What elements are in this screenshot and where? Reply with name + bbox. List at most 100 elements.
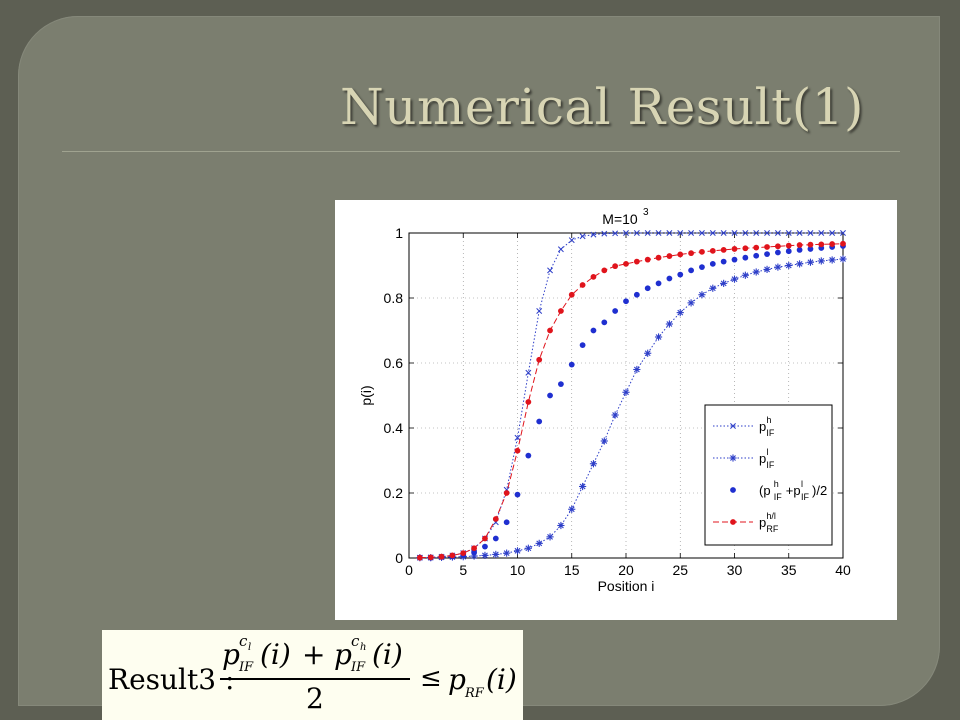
marker-dot	[796, 247, 803, 253]
marker-dot	[558, 308, 564, 314]
marker-stroke	[568, 237, 575, 244]
data-point-s2	[633, 291, 640, 298]
data-point-s3	[818, 241, 825, 248]
data-point-s0	[698, 230, 705, 236]
data-point-s0	[666, 230, 673, 236]
data-point-s1	[513, 547, 522, 555]
data-point-s2	[720, 258, 727, 265]
formula-num-sup1: c	[239, 632, 248, 650]
legend-label-sub: IF	[766, 428, 775, 438]
marker-stroke	[688, 230, 695, 236]
legend-label: p	[759, 419, 766, 434]
x-tick-label: 0	[405, 562, 413, 578]
data-point-s2	[568, 361, 575, 368]
data-point-s0	[731, 230, 738, 236]
marker-stroke	[579, 233, 586, 240]
formula-label: Result3 :	[108, 663, 235, 696]
x-tick-label: 20	[618, 562, 634, 578]
data-point-s0	[557, 246, 564, 253]
marker-dot	[612, 263, 619, 270]
legend-entry: p h/l RF	[713, 511, 779, 534]
formula-denominator: 2	[306, 682, 324, 715]
data-point-s0	[655, 230, 662, 236]
formula-rhs-p: p	[448, 663, 466, 696]
marker-stroke	[764, 266, 770, 273]
data-point-s2	[503, 519, 510, 526]
marker-stroke	[709, 285, 716, 292]
marker-stroke	[698, 230, 705, 236]
marker-dot	[688, 250, 694, 257]
data-point-s0	[623, 230, 629, 236]
marker-stroke	[677, 309, 684, 316]
legend-marker	[730, 519, 736, 525]
marker-stroke	[644, 230, 651, 236]
marker-stroke	[730, 455, 736, 461]
marker-stroke	[547, 267, 554, 274]
legend-entry: p h IF	[713, 415, 775, 438]
data-point-s0	[753, 230, 760, 236]
formula-num-sub1: IF	[239, 660, 254, 675]
formula-box: Result3 : p c l IF (i) + p c h IF (i) 2 …	[102, 630, 523, 720]
data-point-s1	[763, 265, 771, 273]
data-point-s3	[633, 258, 640, 265]
legend-label-sub: RF	[766, 524, 778, 534]
marker-dot	[731, 246, 738, 252]
marker-stroke	[840, 256, 846, 262]
marker-dot	[503, 490, 510, 496]
marker-stroke	[699, 291, 705, 298]
marker-dot	[807, 246, 814, 252]
marker-dot	[677, 271, 684, 278]
marker-stroke	[666, 230, 673, 236]
formula-num-arg1: (i)	[260, 638, 291, 671]
chart-svg: 0 5 10 15 20 25 30 35 40 0 0.2 0.4 0.6 0.8 1 Position i…	[358, 207, 851, 594]
marker-dot	[427, 554, 434, 561]
marker-dot	[731, 256, 738, 263]
marker-stroke	[829, 230, 836, 236]
data-point-s1	[676, 309, 684, 317]
marker-stroke	[601, 438, 608, 444]
marker-dot	[785, 242, 792, 249]
data-point-s0	[764, 230, 771, 236]
data-point-s2	[807, 246, 814, 252]
data-point-s1	[568, 505, 576, 513]
data-point-s0	[829, 230, 836, 236]
marker-dot	[514, 491, 521, 498]
legend-label-sup2: l	[801, 479, 803, 489]
data-point-s0	[785, 230, 792, 236]
marker-dot	[525, 399, 532, 405]
marker-stroke	[807, 259, 814, 266]
data-point-s0	[579, 233, 586, 240]
data-point-s3	[449, 552, 456, 559]
data-point-s2	[482, 543, 488, 550]
data-point-s1	[665, 320, 673, 328]
data-point-s0	[568, 237, 575, 244]
data-point-s0	[688, 230, 695, 236]
data-point-s1	[481, 551, 489, 559]
marker-stroke	[644, 350, 651, 357]
x-tick-label: 30	[727, 562, 743, 578]
data-point-s3	[829, 241, 836, 247]
series-line-1	[419, 258, 844, 559]
data-point-s3	[699, 248, 705, 255]
marker-stroke	[579, 483, 586, 490]
data-point-s2	[796, 247, 803, 253]
y-tick-label: 0.2	[384, 485, 404, 501]
marker-dot	[785, 248, 792, 255]
data-point-s1	[828, 256, 836, 264]
legend-marker	[730, 487, 736, 493]
data-point-s3	[688, 250, 694, 257]
legend-label: (p	[759, 483, 771, 498]
marker-stroke	[807, 230, 814, 236]
marker-stroke	[796, 230, 803, 236]
data-point-s1	[698, 291, 706, 299]
data-point-s2	[775, 249, 781, 256]
data-point-s2	[536, 418, 543, 425]
marker-dot	[536, 356, 543, 363]
marker-stroke	[742, 230, 749, 236]
data-point-s2	[525, 452, 532, 459]
legend-entry: (p hIF +p lIF)/2	[730, 479, 827, 502]
marker-dot	[492, 535, 499, 542]
formula-relation: ≤	[420, 663, 442, 693]
data-point-s0	[633, 230, 640, 236]
data-point-s0	[818, 230, 825, 236]
